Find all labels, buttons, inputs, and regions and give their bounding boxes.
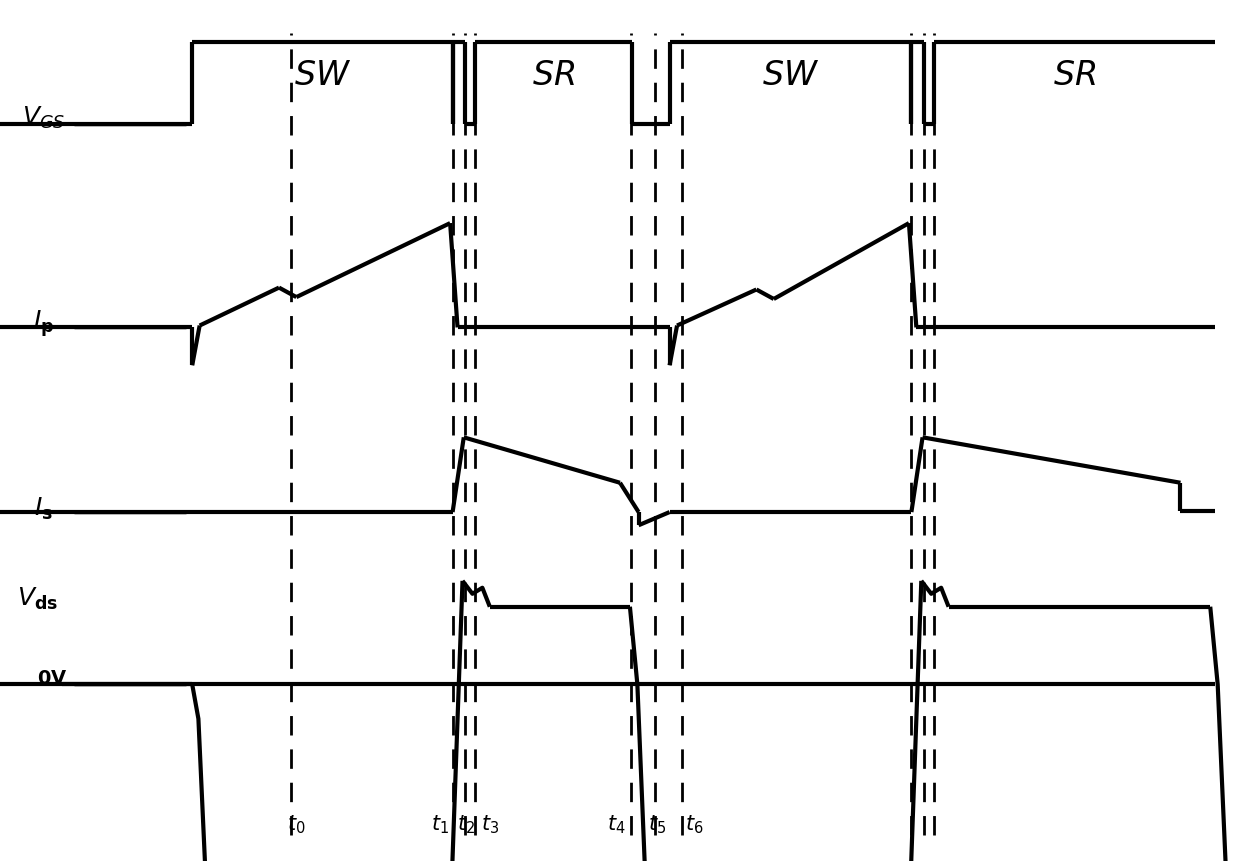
Text: $\mathit{SW}$: $\mathit{SW}$ xyxy=(761,59,820,92)
Text: $I_{\mathbf{p}}$: $I_{\mathbf{p}}$ xyxy=(32,308,55,339)
Text: $t_4$: $t_4$ xyxy=(608,813,625,835)
Text: $\mathbf{0V}$: $\mathbf{0V}$ xyxy=(37,668,67,687)
Text: $t_2$: $t_2$ xyxy=(458,813,475,835)
Text: $\mathit{SW}$: $\mathit{SW}$ xyxy=(294,59,351,92)
Text: $t_5$: $t_5$ xyxy=(649,813,666,835)
Text: $V_{\mathbf{ds}}$: $V_{\mathbf{ds}}$ xyxy=(16,585,58,611)
Text: $I_{\mathbf{s}}$: $I_{\mathbf{s}}$ xyxy=(33,495,53,521)
Text: $\mathit{SR}$: $\mathit{SR}$ xyxy=(532,59,575,92)
Text: $t_3$: $t_3$ xyxy=(481,813,498,835)
Text: $\mathit{SR}$: $\mathit{SR}$ xyxy=(1053,59,1096,92)
Text: $t_0$: $t_0$ xyxy=(288,813,305,835)
Text: $t_6$: $t_6$ xyxy=(686,813,703,835)
Text: $t_1$: $t_1$ xyxy=(432,813,449,835)
Text: $V_{GS}$: $V_{GS}$ xyxy=(22,105,64,131)
